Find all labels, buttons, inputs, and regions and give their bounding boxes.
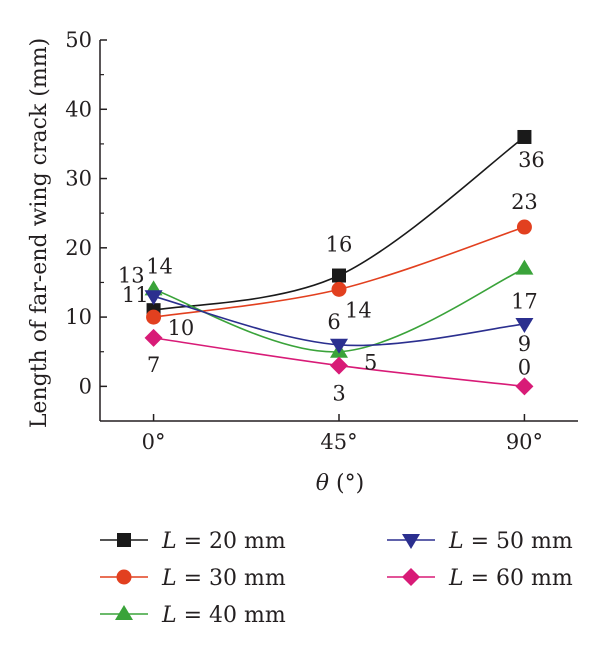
x-tick-label: 0° xyxy=(142,430,166,454)
data-label: 6 xyxy=(327,310,340,334)
legend-item: L = 20 mm xyxy=(100,529,286,554)
data-label: 3 xyxy=(332,382,345,406)
legend-label: L = 40 mm xyxy=(161,603,286,628)
y-tick-label: 50 xyxy=(65,28,92,52)
legend-marker xyxy=(115,605,133,620)
y-tick-label: 10 xyxy=(65,305,92,329)
data-labels: 11 16 36 10 14 23 14 5 17 13 6 9 7 3 0 xyxy=(118,148,545,406)
series-2-marker xyxy=(516,219,532,235)
data-label: 17 xyxy=(511,290,538,314)
data-label: 10 xyxy=(168,316,195,340)
legend-label: L = 20 mm xyxy=(161,529,286,554)
data-label: 9 xyxy=(518,332,531,356)
data-label: 7 xyxy=(147,353,160,377)
y-tick-label: 20 xyxy=(65,236,92,260)
legend-marker xyxy=(402,568,420,586)
x-axis-title: θ (°) xyxy=(316,471,364,496)
data-label: 11 xyxy=(122,283,149,307)
data-label: 0 xyxy=(518,355,531,379)
data-label: 14 xyxy=(345,298,372,322)
series-2-marker xyxy=(146,309,162,325)
data-label: 36 xyxy=(518,148,545,172)
y-tick-label: 40 xyxy=(65,97,92,121)
data-label: 23 xyxy=(511,190,538,214)
series-1-marker xyxy=(517,129,532,144)
legend-item: L = 40 mm xyxy=(100,603,286,628)
y-tick-label: 30 xyxy=(65,167,92,191)
x-tick-label: 90° xyxy=(506,430,543,454)
series-4-marker xyxy=(144,290,163,306)
legend-marker xyxy=(116,569,132,585)
legend-label: L = 30 mm xyxy=(161,566,286,591)
data-label: 14 xyxy=(146,254,173,278)
legend: L = 20 mm L = 30 mm L = 40 mm L = 50 mm L = … xyxy=(100,529,573,628)
series-markers xyxy=(144,129,534,396)
legend-marker xyxy=(402,534,420,549)
series-5-marker xyxy=(330,356,348,375)
y-axis-title: Length of far-end wing crack (mm) xyxy=(27,38,52,428)
series-2-marker xyxy=(331,281,347,297)
legend-marker xyxy=(117,533,131,547)
legend-label: L = 60 mm xyxy=(448,566,573,591)
series-4-marker xyxy=(515,318,534,334)
legend-item: L = 60 mm xyxy=(387,566,573,591)
data-label: 13 xyxy=(118,263,145,287)
x-tick-label: 45° xyxy=(320,430,357,454)
legend-item: L = 30 mm xyxy=(100,566,286,591)
series-4-marker xyxy=(330,338,348,354)
series-1-marker xyxy=(332,268,346,283)
legend-item: L = 50 mm xyxy=(387,529,573,554)
series-5-marker xyxy=(144,328,163,347)
legend-label: L = 50 mm xyxy=(448,529,573,554)
series-5-marker xyxy=(515,377,534,396)
data-label: 5 xyxy=(364,351,377,375)
y-tick-label: 0 xyxy=(79,374,92,398)
series-3-marker xyxy=(515,259,534,275)
data-label: 16 xyxy=(326,233,353,257)
